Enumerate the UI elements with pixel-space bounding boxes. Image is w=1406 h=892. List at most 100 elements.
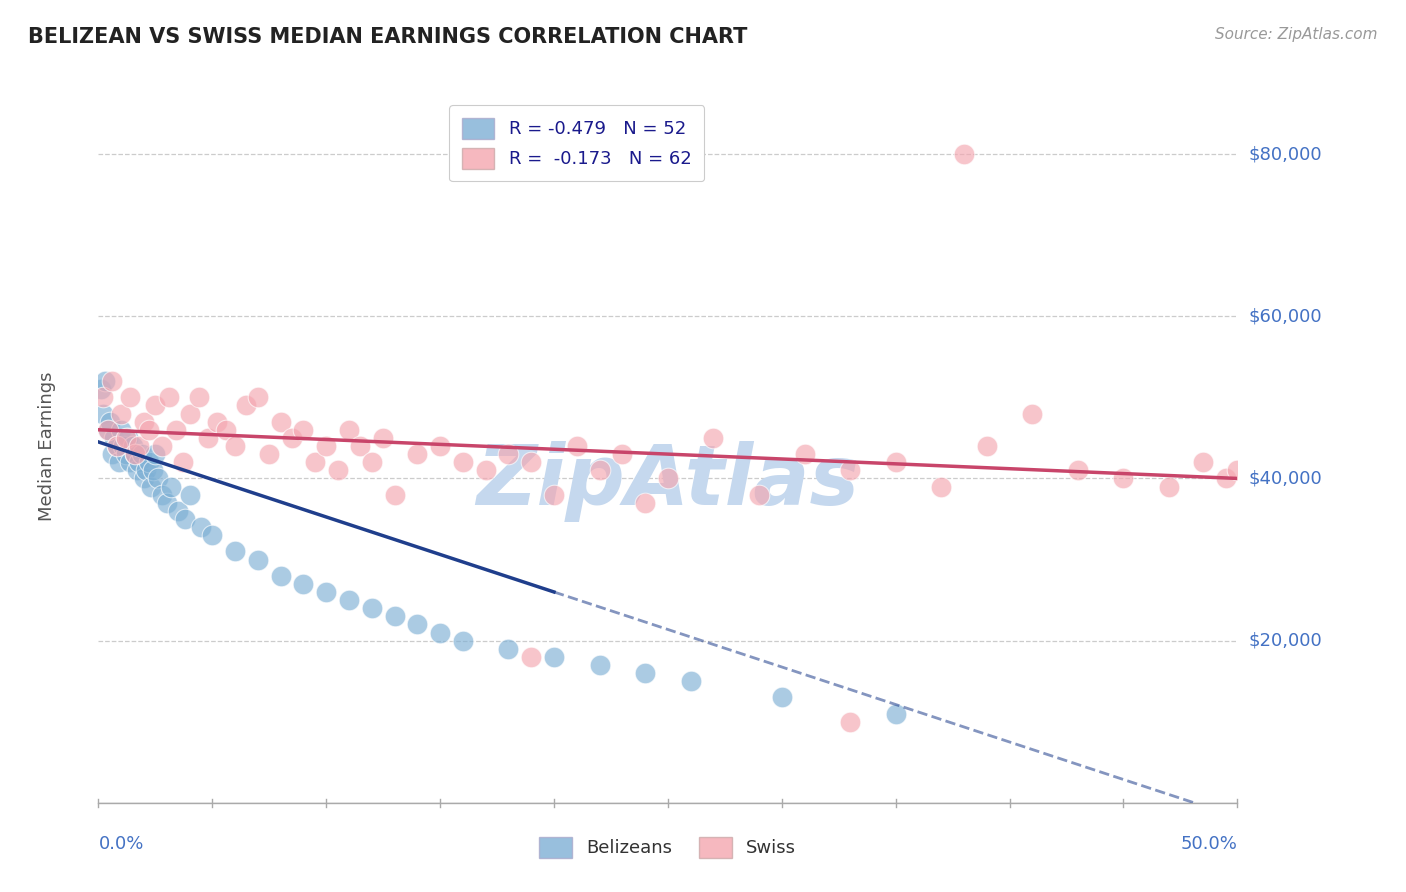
Point: [929, 479, 952, 493]
Point: [139, 479, 162, 493]
Point: [498, 641, 520, 656]
Point: [634, 496, 657, 510]
Point: [165, 423, 187, 437]
Point: [132, 471, 155, 485]
Point: [337, 423, 360, 437]
Point: [187, 390, 209, 404]
Point: [612, 447, 634, 461]
Point: [839, 463, 862, 477]
Point: [135, 463, 157, 477]
Point: [127, 463, 149, 477]
Point: [884, 455, 907, 469]
Point: [371, 431, 394, 445]
Point: [120, 390, 142, 404]
Point: [384, 609, 406, 624]
Point: [337, 593, 360, 607]
Point: [292, 577, 315, 591]
Point: [150, 439, 173, 453]
Point: [103, 431, 125, 445]
Point: [543, 649, 565, 664]
Point: [976, 439, 998, 453]
Point: [281, 431, 304, 445]
Point: [406, 447, 429, 461]
Point: [543, 488, 565, 502]
Point: [172, 455, 194, 469]
Point: [201, 528, 224, 542]
Point: [114, 431, 136, 445]
Point: [1226, 463, 1249, 477]
Point: [157, 390, 180, 404]
Point: [138, 423, 160, 437]
Point: [179, 488, 201, 502]
Point: [1021, 407, 1043, 421]
Text: 0.0%: 0.0%: [98, 835, 143, 854]
Point: [124, 447, 146, 461]
Point: [292, 423, 315, 437]
Legend: Belizeans, Swiss: Belizeans, Swiss: [531, 830, 804, 865]
Point: [520, 649, 543, 664]
Text: $60,000: $60,000: [1249, 307, 1322, 326]
Point: [145, 447, 167, 461]
Point: [215, 423, 238, 437]
Point: [406, 617, 429, 632]
Text: 50.0%: 50.0%: [1181, 835, 1237, 854]
Point: [315, 439, 337, 453]
Point: [634, 666, 657, 681]
Point: [360, 601, 382, 615]
Point: [884, 706, 907, 721]
Text: BELIZEAN VS SWISS MEDIAN EARNINGS CORRELATION CHART: BELIZEAN VS SWISS MEDIAN EARNINGS CORREL…: [28, 27, 748, 46]
Point: [429, 439, 451, 453]
Point: [1192, 455, 1215, 469]
Point: [953, 147, 976, 161]
Point: [326, 463, 349, 477]
Point: [770, 690, 793, 705]
Point: [138, 455, 160, 469]
Text: Source: ZipAtlas.com: Source: ZipAtlas.com: [1215, 27, 1378, 42]
Point: [748, 488, 770, 502]
Point: [146, 471, 169, 485]
Text: Median Earnings: Median Earnings: [38, 371, 56, 521]
Text: $40,000: $40,000: [1249, 469, 1323, 487]
Point: [132, 415, 155, 429]
Point: [145, 399, 167, 413]
Point: [156, 496, 179, 510]
Point: [96, 423, 118, 437]
Point: [520, 455, 543, 469]
Point: [498, 447, 520, 461]
Point: [128, 455, 150, 469]
Point: [121, 439, 143, 453]
Text: $20,000: $20,000: [1249, 632, 1323, 649]
Point: [108, 455, 131, 469]
Point: [90, 382, 112, 396]
Point: [315, 585, 337, 599]
Point: [205, 415, 228, 429]
Point: [120, 455, 142, 469]
Point: [114, 447, 136, 461]
Point: [110, 423, 132, 437]
Point: [91, 390, 114, 404]
Point: [179, 407, 201, 421]
Point: [128, 439, 150, 453]
Point: [588, 657, 610, 672]
Point: [360, 455, 382, 469]
Point: [235, 399, 257, 413]
Point: [246, 390, 269, 404]
Point: [246, 552, 269, 566]
Point: [702, 431, 724, 445]
Point: [105, 439, 128, 453]
Point: [96, 423, 118, 437]
Point: [224, 544, 246, 558]
Point: [98, 415, 121, 429]
Point: [101, 374, 124, 388]
Point: [349, 439, 371, 453]
Point: [474, 463, 496, 477]
Point: [160, 479, 183, 493]
Point: [304, 455, 326, 469]
Text: $80,000: $80,000: [1249, 145, 1322, 163]
Point: [112, 439, 135, 453]
Point: [101, 447, 124, 461]
Point: [1067, 463, 1090, 477]
Point: [1215, 471, 1237, 485]
Point: [270, 568, 292, 582]
Point: [190, 520, 212, 534]
